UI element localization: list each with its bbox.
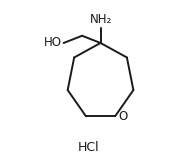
Text: HO: HO: [44, 37, 62, 50]
Text: HCl: HCl: [78, 141, 99, 154]
Text: NH₂: NH₂: [89, 13, 112, 26]
Text: O: O: [119, 110, 128, 123]
